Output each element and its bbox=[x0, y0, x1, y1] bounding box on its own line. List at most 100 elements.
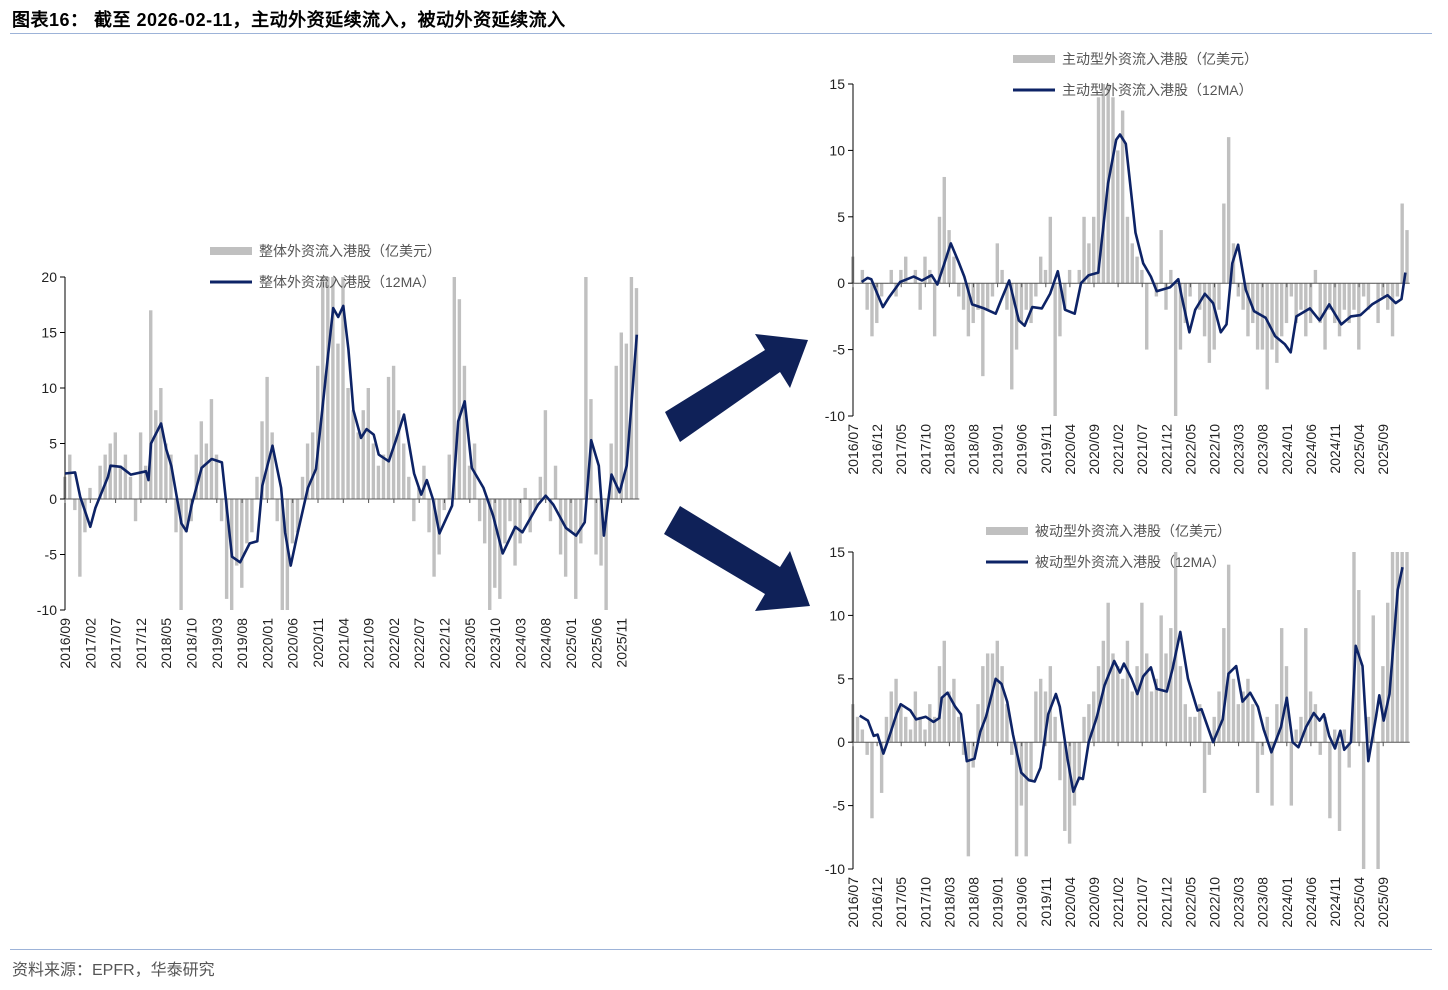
bar bbox=[422, 465, 426, 499]
bar bbox=[1342, 283, 1347, 310]
bar bbox=[1304, 628, 1308, 743]
x-tick-label: 2020/04 bbox=[1062, 877, 1078, 928]
x-tick-label: 2024/11 bbox=[1327, 424, 1343, 474]
y-tick-label: -5 bbox=[833, 342, 846, 358]
legend-line-label: 整体外资流入港股（12MA） bbox=[259, 274, 436, 290]
bar bbox=[1125, 640, 1130, 743]
bar bbox=[966, 742, 971, 857]
y-tick-label: -10 bbox=[37, 602, 57, 618]
bar bbox=[981, 283, 985, 377]
x-tick-label: 2025/04 bbox=[1351, 877, 1367, 928]
bar bbox=[1010, 283, 1014, 390]
bar bbox=[179, 499, 183, 610]
x-tick-label: 2020/04 bbox=[1062, 424, 1078, 475]
bar bbox=[305, 443, 310, 499]
bar bbox=[1169, 269, 1173, 284]
bar bbox=[634, 288, 639, 499]
bar bbox=[1207, 283, 1212, 363]
bar bbox=[1313, 704, 1318, 743]
bar bbox=[1217, 691, 1221, 743]
bar bbox=[543, 410, 548, 499]
arrow-up-right-icon bbox=[665, 334, 808, 442]
bar bbox=[1337, 742, 1342, 831]
x-tick-label: 2019/01 bbox=[990, 877, 1006, 928]
chart-passive: -10 -5 0 5 10 15 2016/07 2016/12 2017/05 2017/10 2… bbox=[825, 523, 1410, 928]
y-tick-label: 15 bbox=[829, 76, 845, 92]
x-tick-label: 2025/11 bbox=[614, 618, 630, 668]
bar bbox=[937, 666, 942, 743]
bar bbox=[1212, 283, 1216, 350]
bar bbox=[1323, 716, 1327, 743]
legend-bar-label: 主动型外资流入港股（亿美元） bbox=[1062, 51, 1258, 67]
bar bbox=[83, 499, 87, 533]
x-tick-label: 2019/06 bbox=[1014, 877, 1030, 928]
bar bbox=[1029, 283, 1033, 324]
bar bbox=[194, 454, 198, 499]
bar bbox=[884, 716, 889, 743]
x-tick-label: 2017/12 bbox=[133, 618, 149, 669]
x-tick-label: 2016/12 bbox=[869, 424, 885, 475]
x-tick-label: 2022/10 bbox=[1207, 877, 1223, 928]
bar bbox=[1279, 283, 1284, 337]
bar bbox=[1043, 269, 1048, 284]
bar bbox=[341, 277, 345, 499]
bar bbox=[904, 256, 908, 284]
chart-active: -10 -5 0 5 10 15 2016/07 2016/12 2017/05 2017/10 2… bbox=[825, 51, 1410, 475]
bar bbox=[1342, 729, 1347, 743]
bar bbox=[381, 454, 386, 499]
bar bbox=[538, 476, 543, 499]
bar bbox=[523, 487, 527, 499]
bar bbox=[123, 454, 128, 499]
x-tick-label: 2022/05 bbox=[1182, 877, 1198, 928]
bar bbox=[1188, 716, 1192, 743]
header-divider bbox=[10, 33, 1432, 34]
x-tick-label: 2018/03 bbox=[941, 424, 957, 475]
bar bbox=[174, 499, 178, 533]
bar bbox=[1226, 137, 1231, 284]
x-tick-label: 2018/08 bbox=[966, 424, 982, 475]
x-tick-label: 2017/10 bbox=[917, 424, 933, 475]
bar bbox=[1058, 742, 1062, 781]
bar bbox=[865, 742, 869, 755]
x-tick-label: 2021/04 bbox=[335, 618, 351, 669]
bar bbox=[1308, 283, 1313, 324]
y-tick-label: 10 bbox=[829, 607, 845, 623]
y-tick-label: -5 bbox=[833, 798, 846, 814]
bar bbox=[1145, 653, 1149, 743]
bar bbox=[1212, 716, 1216, 743]
chart-overall: -10 -5 0 5 10 15 20 2016/09 2017/02 2017/07 2017/1… bbox=[37, 243, 640, 669]
bar bbox=[1005, 283, 1009, 310]
x-tick-label: 2025/09 bbox=[1375, 877, 1391, 928]
bar bbox=[1251, 704, 1255, 743]
x-tick-label: 2024/06 bbox=[1303, 877, 1319, 928]
bar bbox=[1116, 150, 1120, 284]
bar bbox=[1347, 742, 1351, 768]
bar bbox=[1067, 269, 1072, 284]
legend-line-label: 被动型外资流入港股（12MA） bbox=[1035, 554, 1226, 570]
bar bbox=[73, 499, 77, 511]
bar bbox=[1111, 97, 1115, 284]
bar bbox=[452, 277, 457, 499]
bar bbox=[1125, 216, 1130, 284]
bar bbox=[563, 499, 568, 577]
bar bbox=[533, 499, 537, 511]
x-tick-label: 2021/07 bbox=[1134, 424, 1150, 475]
bar bbox=[904, 716, 908, 743]
x-tick-label: 2017/10 bbox=[917, 877, 933, 928]
bar bbox=[1270, 742, 1274, 806]
bar bbox=[1164, 283, 1168, 310]
bar bbox=[240, 499, 244, 588]
bar bbox=[457, 299, 462, 499]
bar bbox=[604, 499, 608, 610]
x-tick-label: 2017/07 bbox=[108, 618, 124, 669]
bar bbox=[1328, 283, 1332, 310]
bar bbox=[875, 283, 879, 324]
bar bbox=[1038, 256, 1043, 284]
y-tick-label: 0 bbox=[837, 734, 845, 750]
bar bbox=[1275, 704, 1279, 743]
bar bbox=[1284, 283, 1289, 324]
bar bbox=[1082, 216, 1086, 284]
bar bbox=[1053, 283, 1057, 416]
x-tick-label: 2023/03 bbox=[1231, 877, 1247, 928]
bar bbox=[1400, 552, 1404, 743]
